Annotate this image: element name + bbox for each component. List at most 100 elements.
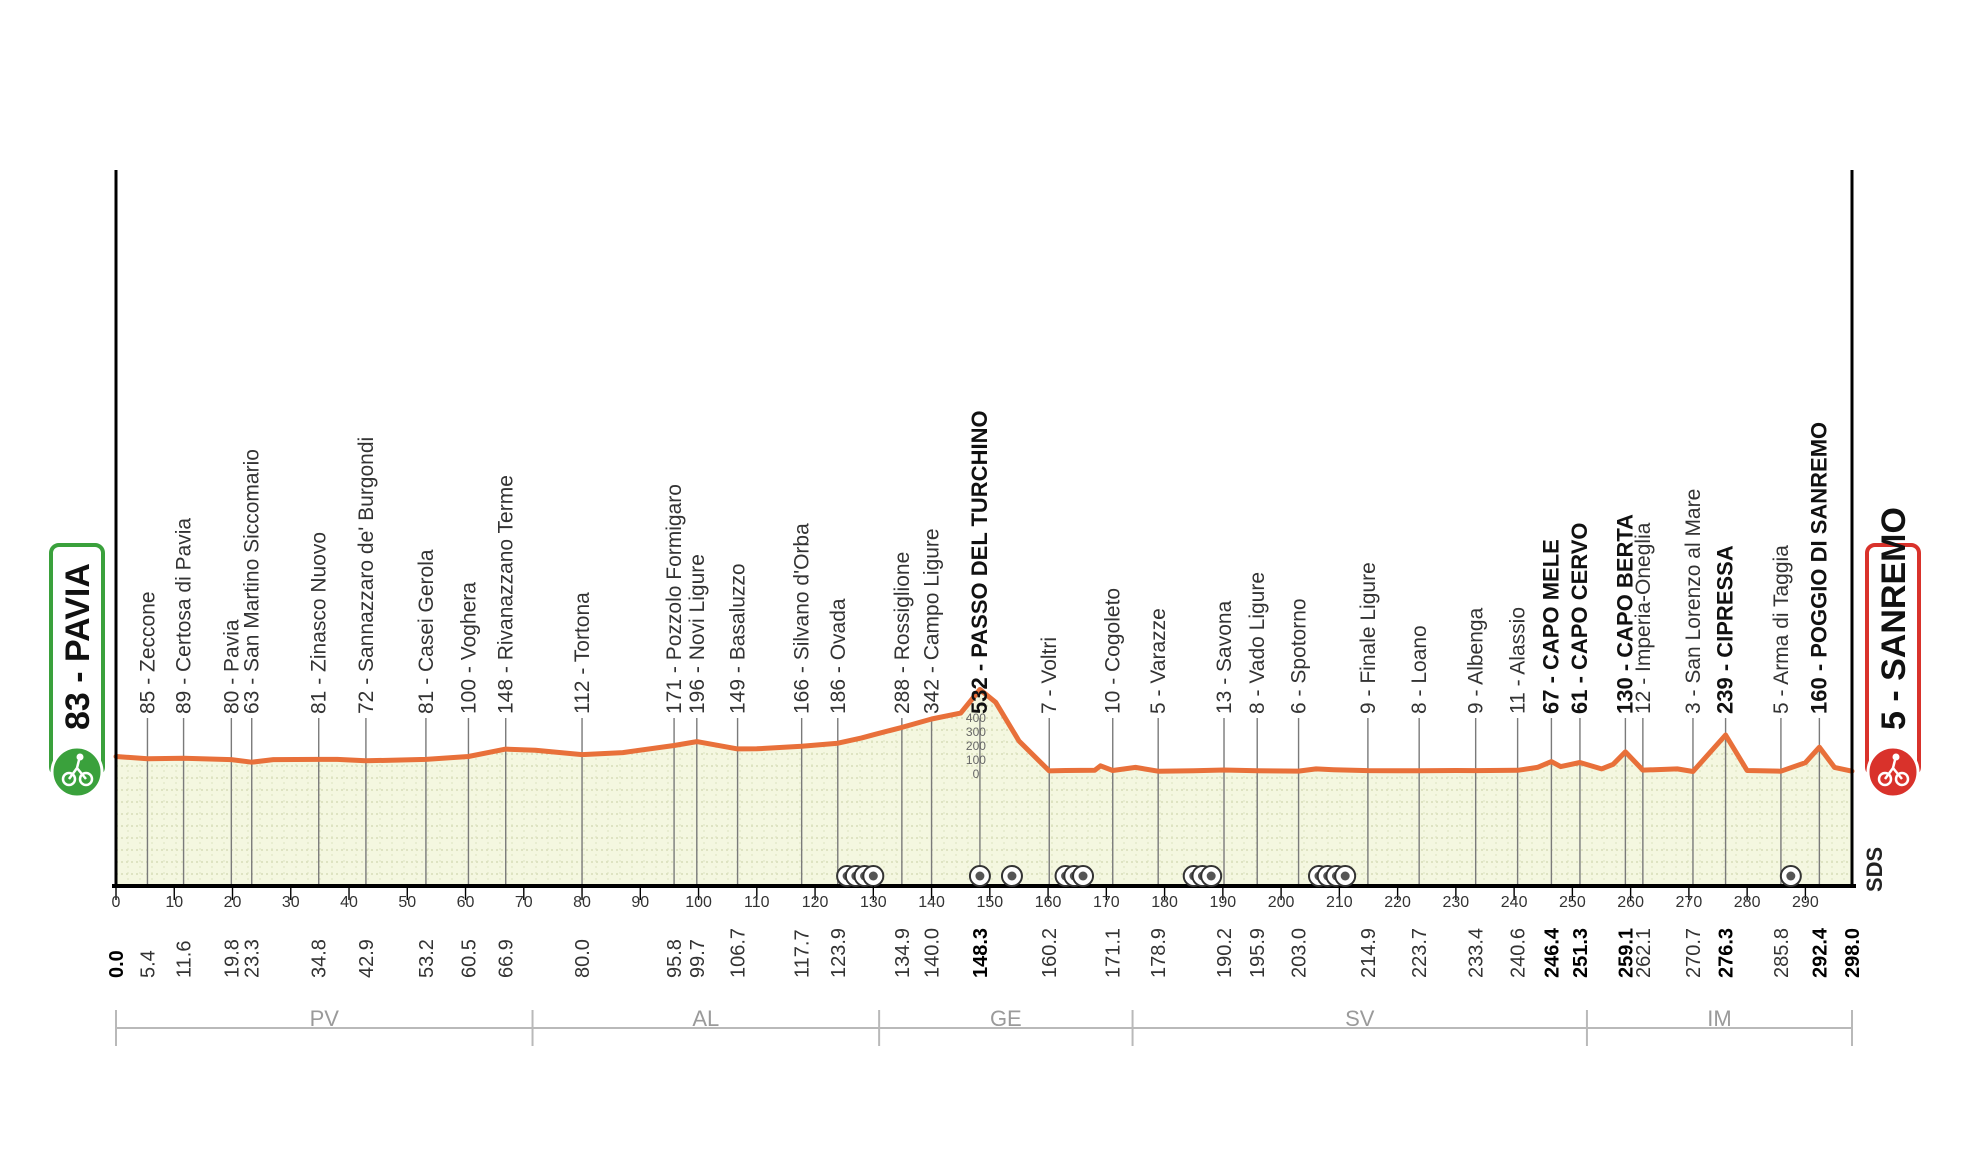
distance-label: 134.9 xyxy=(892,928,914,978)
distance-label: 60.5 xyxy=(458,939,480,978)
finish-badge: 5 - SANREMO xyxy=(1865,507,1921,799)
waypoint-label: 81 - Casei Gerola xyxy=(415,549,438,714)
profile-area-layer xyxy=(116,689,1852,886)
x-tick-label: 260 xyxy=(1617,894,1644,911)
waypoint-label: 148 - Rivanazzano Terme xyxy=(495,475,518,714)
waypoint-label: 13 - Savona xyxy=(1213,600,1236,714)
intermediate-marker-icon xyxy=(968,865,991,887)
intermediate-marker-icon xyxy=(862,865,885,887)
distance-label: 66.9 xyxy=(496,939,518,978)
x-tick-label: 200 xyxy=(1268,894,1295,911)
waypoint-label: 12 - Imperia-Oneglia xyxy=(1632,522,1655,714)
altitude-scale-label: 0 xyxy=(973,767,980,781)
marker-dot xyxy=(975,871,985,881)
waypoint-label: 171 - Pozzolo Formigaro xyxy=(663,484,686,714)
waypoint-label: 532 - PASSO DEL TURCHINO xyxy=(967,410,992,714)
region-label: SV xyxy=(1345,1006,1375,1031)
waypoint-label-layer: 85 - Zeccone 89 - Certosa di Pavia 80 - Pa… xyxy=(136,410,1831,714)
distance-label: 178.9 xyxy=(1148,928,1170,978)
distance-label: 106.7 xyxy=(728,928,750,978)
waypoint-label: 6 - Spotorno xyxy=(1288,598,1311,714)
waypoint-label: 288 - Rossiglione xyxy=(891,552,914,714)
x-tick-label: 130 xyxy=(860,894,887,911)
waypoint-label: 72 - Sannazzaro de' Burgondi xyxy=(355,437,378,714)
distance-label: 285.8 xyxy=(1771,928,1793,978)
brand-logo: SDS xyxy=(1862,847,1887,892)
cyclist-icon-wheel xyxy=(61,771,77,787)
intermediate-marker-icon xyxy=(1779,865,1802,887)
distance-label: 233.4 xyxy=(1466,928,1488,978)
distance-label: 19.8 xyxy=(221,939,243,978)
marker-dot xyxy=(1078,871,1088,881)
intermediate-marker-icon xyxy=(1200,865,1223,887)
marker-layer xyxy=(836,865,1802,887)
x-tick-label: 250 xyxy=(1559,894,1586,911)
marker-dot xyxy=(1206,871,1216,881)
x-tick-label: 180 xyxy=(1151,894,1178,911)
distance-label: 214.9 xyxy=(1358,928,1380,978)
distance-label: 160.2 xyxy=(1039,928,1061,978)
waypoint-label: 61 - CAPO CERVO xyxy=(1567,522,1592,714)
x-tick-label: 120 xyxy=(802,894,829,911)
distance-label: 195.9 xyxy=(1247,928,1269,978)
distance-label: 117.7 xyxy=(792,929,814,978)
x-tick-label: 80 xyxy=(573,894,591,911)
altitude-scale-label: 300 xyxy=(966,725,986,739)
x-tick-label: 170 xyxy=(1093,894,1120,911)
distance-label: 140.0 xyxy=(922,928,944,978)
distance-label: 23.3 xyxy=(242,939,264,978)
distance-label: 171.1 xyxy=(1103,928,1125,978)
cyclist-icon-frame xyxy=(67,759,87,780)
cyclist-icon-wheel xyxy=(1894,771,1910,787)
profile-line xyxy=(113,687,1855,774)
x-tick-layer: 0 10 20 30 40 50 60 70 80 90 100 110 120 130 140 150 160… xyxy=(112,886,1819,911)
altitude-scale-label: 100 xyxy=(966,753,986,767)
distance-label: 5.4 xyxy=(137,950,159,978)
x-tick-label: 50 xyxy=(398,894,416,911)
waypoint-label: 7 - Voltri xyxy=(1038,637,1061,714)
distance-label: 95.8 xyxy=(664,939,686,978)
altitude-scale-label: 200 xyxy=(966,739,986,753)
region-label: IM xyxy=(1707,1006,1731,1031)
distance-label: 246.4 xyxy=(1541,927,1563,978)
marker-dot xyxy=(868,871,878,881)
waypoint-label: 166 - Silvano d'Orba xyxy=(791,523,814,714)
intermediate-marker-icon xyxy=(1334,865,1357,887)
waypoint-label: 112 - Tortona xyxy=(571,592,594,714)
x-tick-label: 10 xyxy=(165,894,183,911)
waypoint-label: 89 - Certosa di Pavia xyxy=(173,518,196,714)
profile-area xyxy=(116,689,1852,886)
x-tick-label: 230 xyxy=(1443,894,1470,911)
x-tick-label: 90 xyxy=(631,894,649,911)
intermediate-marker-icon xyxy=(1072,865,1095,887)
cyclist-icon-disc xyxy=(50,745,104,799)
cyclist-icon-head xyxy=(76,753,84,761)
x-tick-label: 220 xyxy=(1384,894,1411,911)
cyclist-icon-disc xyxy=(1866,745,1920,799)
waypoint-label: 9 - Finale Ligure xyxy=(1357,562,1380,714)
distance-label-layer: 0.0 5.4 11.6 19.823.3 34.8 42.9 53.2 60.5 66.9 80… xyxy=(106,927,1864,978)
start-badge-label: 83 - PAVIA xyxy=(59,563,97,730)
waypoint-label: 239 - CIPRESSA xyxy=(1713,545,1738,714)
waypoint-label: 85 - Zeccone xyxy=(136,591,159,714)
waypoint-label: 100 - Voghera xyxy=(457,582,480,714)
waypoint-label: 10 - Cogoleto xyxy=(1102,588,1125,714)
start-badge: 83 - PAVIA xyxy=(49,543,105,799)
distance-label: 240.6 xyxy=(1508,928,1530,978)
distance-label: 0.0 xyxy=(106,950,128,978)
distance-label: 298.0 xyxy=(1842,928,1864,978)
cyclist-icon-wheel xyxy=(1877,771,1893,787)
waypoint-label: 9 - Albenga xyxy=(1465,607,1488,714)
x-tick-label: 140 xyxy=(918,894,945,911)
x-tick-label: 240 xyxy=(1501,894,1528,911)
cyclist-icon-wheel xyxy=(78,771,94,787)
waypoint-label: 3 - San Lorenzo al Mare xyxy=(1682,489,1705,714)
region-label: GE xyxy=(990,1006,1022,1031)
x-tick-label: 40 xyxy=(340,894,358,911)
waypoint-label: 5 - Arma di Taggia xyxy=(1770,545,1793,714)
waypoint-label: 186 - Ovada xyxy=(827,598,850,714)
waypoint-label: 8 - Loano xyxy=(1408,625,1431,714)
region-layer: PV AL GE SV IM xyxy=(115,1006,1853,1046)
